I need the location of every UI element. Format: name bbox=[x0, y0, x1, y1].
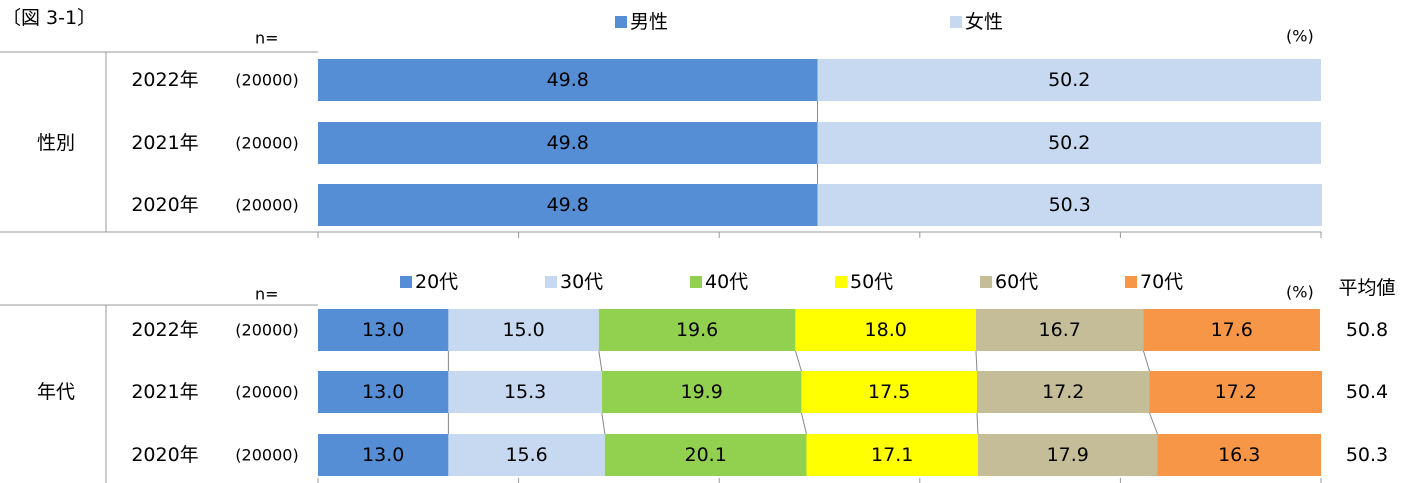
value-label: 13.0 bbox=[362, 381, 404, 403]
legend-swatch bbox=[615, 16, 627, 28]
series-line bbox=[794, 350, 802, 372]
series-line bbox=[800, 412, 807, 435]
bar-segment bbox=[318, 184, 818, 226]
legend-label: 70代 bbox=[1140, 271, 1183, 293]
series-line bbox=[601, 412, 606, 435]
bar-segment bbox=[1157, 434, 1321, 476]
value-label: 49.8 bbox=[547, 132, 589, 154]
series-line bbox=[975, 350, 978, 372]
n-value: (20000) bbox=[235, 134, 298, 153]
value-label: 15.3 bbox=[504, 381, 546, 403]
value-label: 17.6 bbox=[1211, 319, 1253, 341]
legend-label: 男性 bbox=[630, 11, 668, 33]
legend-label: 40代 bbox=[705, 271, 748, 293]
category-label: 2022年 bbox=[131, 319, 198, 341]
series-line bbox=[1142, 350, 1150, 372]
category-label: 2022年 bbox=[131, 69, 198, 91]
value-label: 49.8 bbox=[547, 69, 589, 91]
bar-segment bbox=[795, 309, 976, 351]
legend-label: 30代 bbox=[560, 271, 603, 293]
value-label: 49.8 bbox=[547, 194, 589, 216]
n-value: (20000) bbox=[235, 446, 298, 465]
bar-segment bbox=[817, 59, 1321, 101]
average-value: 50.4 bbox=[1346, 381, 1388, 403]
unit-label: (%) bbox=[1286, 27, 1314, 46]
bar-segment bbox=[318, 434, 449, 476]
bar-segment bbox=[975, 309, 1144, 351]
series-line bbox=[1149, 412, 1158, 435]
legend-swatch bbox=[980, 276, 992, 288]
value-label: 17.5 bbox=[868, 381, 910, 403]
legend-label: 50代 bbox=[850, 271, 893, 293]
n-value: (20000) bbox=[235, 71, 298, 90]
value-label: 50.2 bbox=[1048, 132, 1090, 154]
series-line bbox=[598, 350, 603, 372]
series-line bbox=[976, 412, 979, 435]
bar-segment bbox=[318, 59, 818, 101]
group-label: 性別 bbox=[37, 132, 75, 154]
group-label: 年代 bbox=[37, 381, 75, 403]
bar-segment bbox=[817, 184, 1323, 226]
bar-segment bbox=[318, 371, 449, 413]
legend-label: 20代 bbox=[415, 271, 458, 293]
average-value: 50.3 bbox=[1346, 444, 1388, 466]
value-label: 15.0 bbox=[502, 319, 544, 341]
n-value: (20000) bbox=[235, 383, 298, 402]
n-label: n= bbox=[255, 29, 279, 48]
value-label: 19.6 bbox=[676, 319, 718, 341]
value-label: 50.2 bbox=[1048, 69, 1090, 91]
value-label: 17.2 bbox=[1042, 381, 1084, 403]
bar-segment bbox=[976, 371, 1150, 413]
bar-segment bbox=[1143, 309, 1320, 351]
bar-segment bbox=[977, 434, 1158, 476]
value-label: 16.7 bbox=[1039, 319, 1081, 341]
value-label: 18.0 bbox=[865, 319, 907, 341]
bar-segment bbox=[318, 309, 449, 351]
bar-segment bbox=[448, 371, 602, 413]
legend-label: 60代 bbox=[995, 271, 1038, 293]
unit-label: (%) bbox=[1286, 283, 1314, 302]
value-label: 13.0 bbox=[362, 319, 404, 341]
bar-segment bbox=[601, 371, 802, 413]
bar-segment bbox=[448, 309, 599, 351]
average-label: 平均値 bbox=[1338, 277, 1395, 299]
bar-segment bbox=[801, 371, 977, 413]
chart-title: 〔図 3-1〕 bbox=[2, 7, 96, 29]
bar-segment bbox=[598, 309, 796, 351]
value-label: 17.9 bbox=[1047, 444, 1089, 466]
legend-label: 女性 bbox=[965, 11, 1003, 33]
bar-segment bbox=[817, 122, 1321, 164]
category-label: 2020年 bbox=[131, 444, 198, 466]
n-label: n= bbox=[255, 285, 279, 304]
category-label: 2021年 bbox=[131, 132, 198, 154]
category-label: 2021年 bbox=[131, 381, 198, 403]
value-label: 50.3 bbox=[1049, 194, 1091, 216]
legend-swatch bbox=[835, 276, 847, 288]
n-value: (20000) bbox=[235, 196, 298, 215]
bar-segment bbox=[448, 434, 605, 476]
legend-swatch bbox=[1125, 276, 1137, 288]
value-label: 19.9 bbox=[680, 381, 722, 403]
legend-swatch bbox=[950, 16, 962, 28]
bar-segment bbox=[604, 434, 807, 476]
bar-segment bbox=[318, 122, 818, 164]
value-label: 15.6 bbox=[505, 444, 547, 466]
category-label: 2020年 bbox=[131, 194, 198, 216]
legend-swatch bbox=[400, 276, 412, 288]
n-value: (20000) bbox=[235, 321, 298, 340]
value-label: 20.1 bbox=[685, 444, 727, 466]
average-value: 50.8 bbox=[1346, 319, 1388, 341]
bar-segment bbox=[1149, 371, 1323, 413]
value-label: 17.1 bbox=[871, 444, 913, 466]
value-label: 16.3 bbox=[1218, 444, 1260, 466]
value-label: 13.0 bbox=[362, 444, 404, 466]
value-label: 17.2 bbox=[1215, 381, 1257, 403]
legend-swatch bbox=[545, 276, 557, 288]
bar-segment bbox=[806, 434, 978, 476]
legend-swatch bbox=[690, 276, 702, 288]
